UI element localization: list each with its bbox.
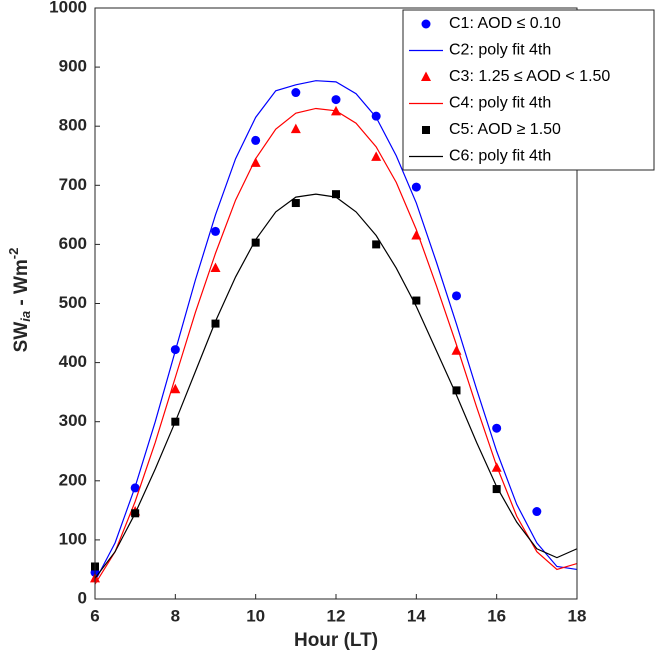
y-tick-label: 400 — [59, 352, 87, 371]
legend-label: C4: poly fit 4th — [449, 95, 551, 112]
y-tick-label: 800 — [59, 116, 87, 135]
y-label-unit: - Wm — [11, 259, 32, 311]
y-tick-label: 600 — [59, 234, 87, 253]
point — [211, 319, 220, 328]
legend-label: C2: poly fit 4th — [449, 42, 551, 59]
x-tick-label: 8 — [171, 606, 180, 625]
point — [412, 296, 421, 305]
point — [291, 199, 300, 208]
point — [251, 238, 260, 247]
legend-label: C3: 1.25 ≤ AOD < 1.50 — [449, 68, 610, 85]
fit-line — [95, 193, 577, 579]
legend-marker — [421, 71, 431, 81]
point — [532, 507, 542, 517]
x-tick-label: 16 — [487, 606, 506, 625]
legend-box — [402, 9, 655, 171]
legend-label: C1: AOD ≤ 0.10 — [449, 15, 561, 32]
legend-marker — [421, 19, 431, 29]
y-label-subscript: ia — [18, 311, 33, 322]
y-tick-label: 300 — [59, 411, 87, 430]
y-tick-label: 200 — [59, 470, 87, 489]
y-tick-label: 700 — [59, 175, 87, 194]
fit-line — [95, 80, 577, 582]
x-tick-label: 6 — [90, 606, 99, 625]
point — [210, 262, 221, 273]
point — [211, 226, 220, 236]
point — [492, 423, 502, 433]
y-axis-label: SWia - Wm-2 — [6, 248, 33, 353]
legend-label: C5: AOD ≥ 1.50 — [449, 121, 561, 138]
y-tick-label: 500 — [59, 293, 87, 312]
point — [371, 151, 382, 161]
y-tick-label: 1000 — [49, 0, 87, 16]
point — [170, 383, 181, 394]
y-tick-label: 100 — [59, 529, 87, 548]
axes-box — [94, 7, 578, 600]
point — [290, 123, 301, 134]
y-tick-label: 0 — [78, 588, 87, 607]
y-label-superscript: -2 — [6, 248, 21, 260]
point — [411, 182, 421, 192]
x-tick-label: 18 — [568, 606, 587, 625]
point — [331, 95, 341, 105]
point — [452, 291, 461, 301]
point — [291, 88, 301, 98]
point — [251, 135, 261, 145]
legend-label: C6: poly fit 4th — [449, 148, 551, 165]
y-tick-label: 900 — [59, 57, 87, 76]
x-axis-label: Hour (LT) — [294, 630, 378, 651]
point — [452, 386, 461, 395]
point — [332, 190, 340, 199]
x-tick-label: 12 — [327, 606, 346, 625]
fit-line — [95, 107, 577, 585]
point — [372, 240, 381, 249]
x-tick-label: 14 — [407, 606, 426, 625]
legend-marker — [422, 126, 430, 134]
y-label-main: SW — [11, 322, 32, 353]
x-tick-label: 10 — [246, 606, 265, 625]
point — [492, 485, 501, 494]
